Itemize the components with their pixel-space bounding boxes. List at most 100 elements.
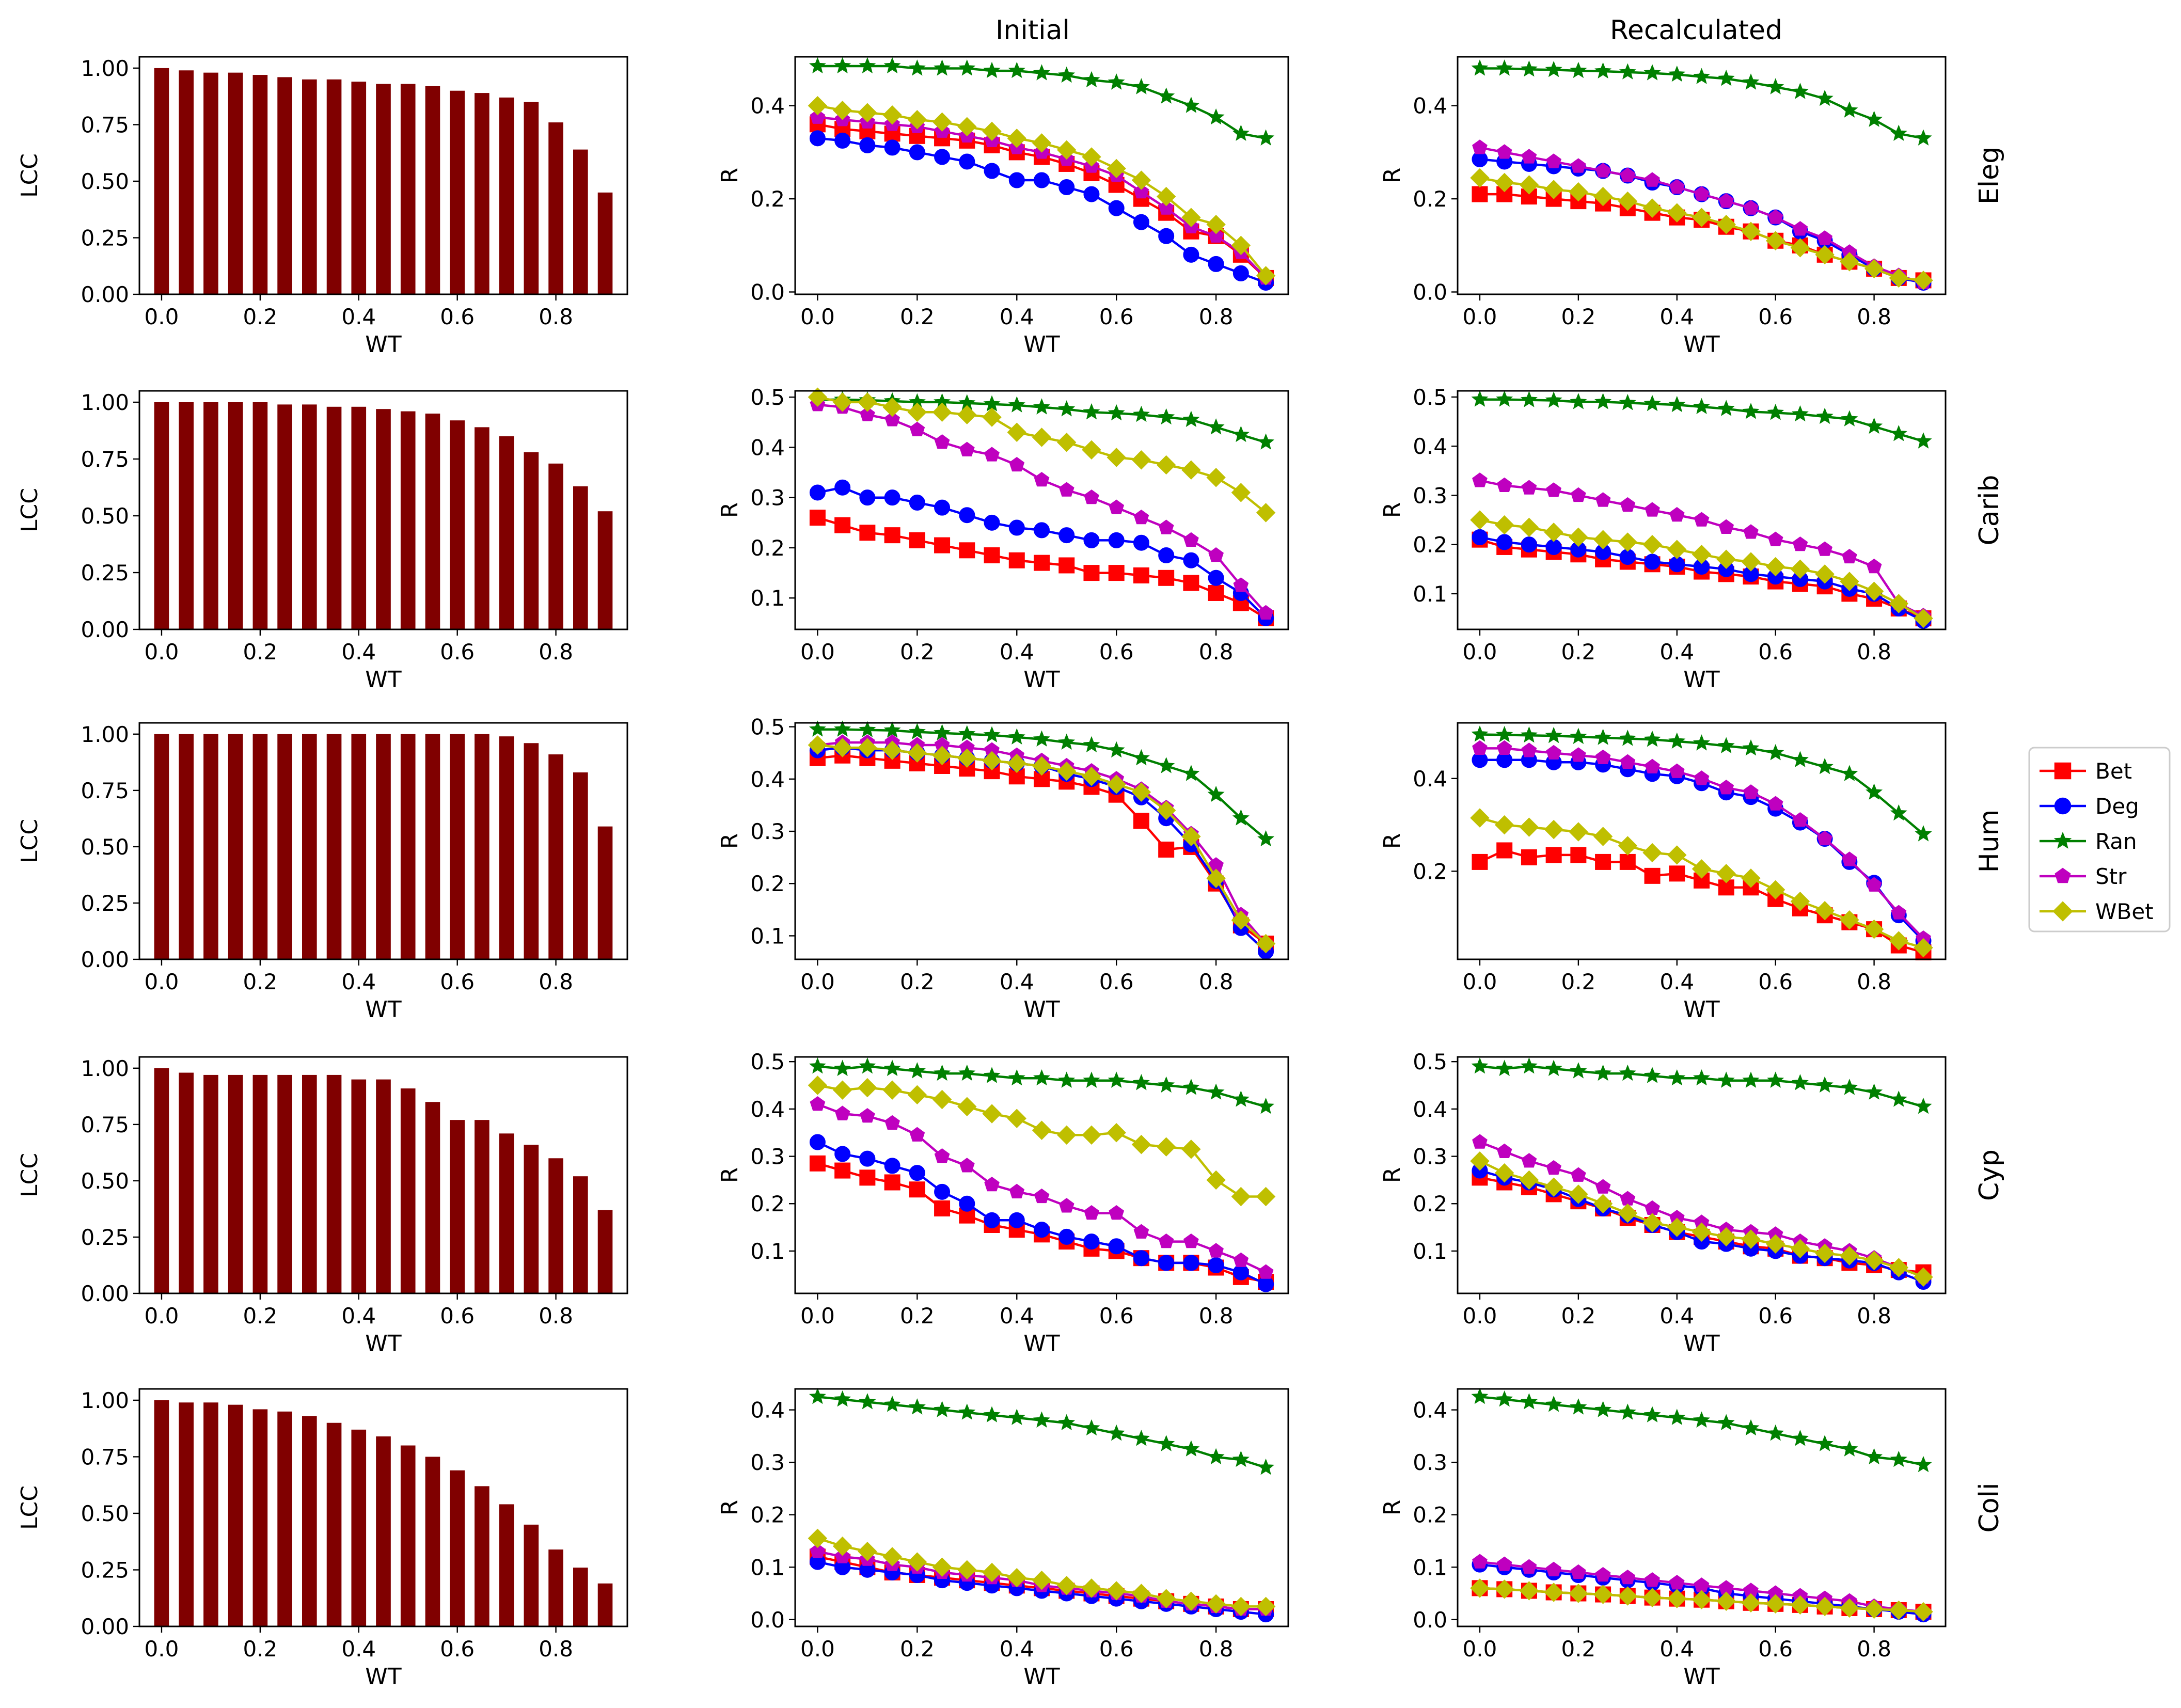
point-wbet xyxy=(1593,827,1613,846)
point-bet xyxy=(1034,555,1050,571)
point-str xyxy=(1866,877,1882,892)
bar xyxy=(400,1088,416,1293)
point-wbet xyxy=(1544,180,1563,199)
point-ran xyxy=(1890,124,1907,141)
point-ran xyxy=(983,1067,1001,1083)
axes-frame xyxy=(138,1388,628,1627)
bar xyxy=(376,84,391,295)
point-ran xyxy=(1767,404,1784,420)
point-ran xyxy=(1545,1396,1562,1412)
point-ran xyxy=(1915,1097,1932,1114)
y-tick-label: 0.2 xyxy=(1413,859,1447,884)
point-wbet xyxy=(1914,1602,1933,1622)
point-wbet xyxy=(1470,168,1490,188)
point-wbet xyxy=(1618,836,1638,856)
x-tick-label: 0.4 xyxy=(1000,1303,1034,1329)
axes-frame xyxy=(794,1388,1289,1627)
point-bet xyxy=(1133,813,1149,829)
series-ran xyxy=(809,1057,1275,1114)
column-title-recalculated: Recalculated xyxy=(1610,15,1782,46)
point-wbet xyxy=(1107,1581,1126,1601)
x-tick-label: 0.8 xyxy=(1199,304,1234,329)
x-axis-label: WT xyxy=(1683,1331,1720,1357)
point-deg xyxy=(934,149,951,165)
bar xyxy=(203,1402,218,1626)
point-ran xyxy=(1182,1079,1200,1095)
point-ran xyxy=(1158,87,1175,104)
point-wbet xyxy=(1206,1594,1226,1614)
point-wbet xyxy=(1667,540,1687,559)
point-ran xyxy=(1083,403,1100,420)
point-ran xyxy=(859,1057,876,1074)
y-tick-label: 1.00 xyxy=(81,56,129,81)
point-bet xyxy=(1496,842,1513,859)
point-ran xyxy=(1816,89,1834,106)
x-tick-label: 0.6 xyxy=(1099,969,1134,994)
point-wbet xyxy=(1667,1589,1687,1608)
x-tick-label: 0.6 xyxy=(440,304,475,329)
row-label-carib: Carib xyxy=(1974,475,2005,545)
point-str xyxy=(1546,1160,1561,1175)
y-tick-label: 0.25 xyxy=(81,560,129,586)
bar xyxy=(573,772,588,959)
x-tick-label: 0.4 xyxy=(341,304,376,329)
row-labels: Eleg Carib Hum Cyp Coli xyxy=(1974,147,2005,1533)
point-ran xyxy=(1915,129,1932,146)
bar xyxy=(179,1072,194,1293)
point-wbet xyxy=(882,1080,902,1100)
point-deg xyxy=(1058,527,1075,544)
point-str xyxy=(1891,905,1907,920)
point-deg xyxy=(959,1195,975,1212)
point-deg xyxy=(884,139,900,156)
point-ran xyxy=(1742,1071,1760,1088)
panel-carib-initial: 0.0 0.2 0.4 0.6 0.8 0.1 0.2 0.3 0.4 0.5 WT R xyxy=(717,385,1289,693)
bar xyxy=(203,734,218,959)
point-deg xyxy=(1158,228,1175,244)
x-tick-label: 0.6 xyxy=(440,1636,475,1662)
point-wbet xyxy=(1914,271,1933,290)
series-str xyxy=(810,1096,1274,1279)
point-deg xyxy=(834,132,851,149)
point-ran xyxy=(1742,739,1760,756)
point-ran xyxy=(1257,1458,1275,1475)
series-wbet xyxy=(1470,168,1933,290)
point-ran xyxy=(1767,744,1784,761)
point-wbet xyxy=(1889,268,1909,288)
y-tick-label: 0.4 xyxy=(750,435,785,460)
point-ran xyxy=(1742,1419,1760,1436)
point-wbet xyxy=(1765,231,1785,250)
x-axis-label: WT xyxy=(365,1664,402,1690)
point-ran xyxy=(834,1390,851,1407)
point-ran xyxy=(1742,403,1760,419)
bar xyxy=(548,122,563,295)
point-bet xyxy=(1595,853,1611,870)
bar xyxy=(351,1079,367,1293)
point-wbet xyxy=(1256,266,1276,286)
line-ran xyxy=(1479,1395,1924,1466)
point-deg xyxy=(934,499,951,516)
y-axis-label: R xyxy=(717,1167,743,1183)
point-wbet xyxy=(1864,1251,1884,1270)
x-axis-label: WT xyxy=(1683,1664,1720,1690)
series-deg xyxy=(809,1134,1274,1292)
point-wbet xyxy=(1765,557,1785,577)
legend: Bet Deg Ran Str WBet xyxy=(2028,747,2171,932)
point-wbet xyxy=(1864,259,1884,279)
point-str xyxy=(1208,228,1224,243)
point-wbet xyxy=(858,103,877,122)
point-wbet xyxy=(957,1097,977,1116)
point-wbet xyxy=(907,743,927,763)
x-axis-label: WT xyxy=(1023,997,1060,1023)
point-ran xyxy=(1207,785,1225,802)
point-str xyxy=(1109,1205,1125,1220)
point-wbet xyxy=(1256,1187,1276,1207)
point-str xyxy=(1571,158,1586,173)
point-str xyxy=(1595,492,1611,507)
point-wbet xyxy=(1815,245,1835,265)
point-bet xyxy=(1545,847,1562,863)
point-wbet xyxy=(1181,460,1201,480)
y-tick-label: 0.2 xyxy=(750,1503,785,1528)
point-ran xyxy=(1841,101,1858,118)
bar xyxy=(573,149,588,294)
